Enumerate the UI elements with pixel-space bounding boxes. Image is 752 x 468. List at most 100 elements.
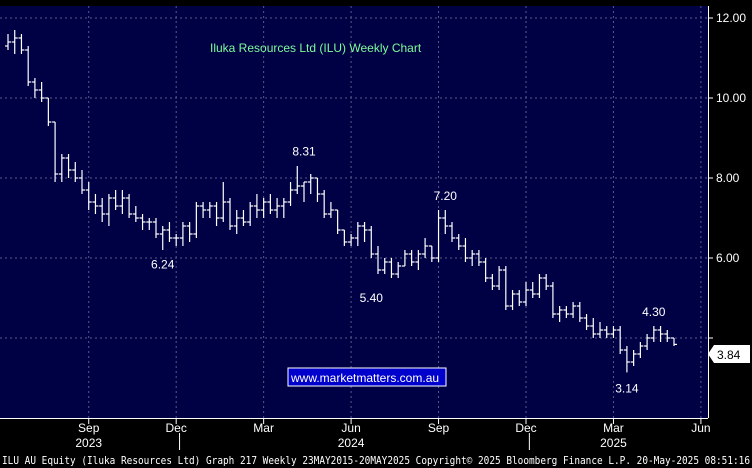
ohlc-bar [401,250,408,267]
x-tick-label: Dec [515,421,536,435]
last-value-label: 3.84 [717,348,741,362]
ohlc-bar [159,226,166,250]
ohlc-bar [253,194,260,218]
ohlc-bar [442,210,449,234]
x-tick-label: Mar [603,421,624,435]
ohlc-bar [31,78,38,98]
ohlc-bar [576,302,583,322]
ohlc-bar [415,250,422,270]
ohlc-bar [307,174,314,194]
ohlc-bar [475,250,482,266]
price-annotation: 5.40 [360,291,384,305]
ohlc-bar [563,306,570,318]
y-tick-label: 6.00 [716,251,740,265]
ohlc-bar [381,258,388,274]
ohlc-bar [173,234,180,246]
ohlc-bar [206,202,213,218]
y-tick-label: 8.00 [716,171,740,185]
ohlc-bar [200,202,207,218]
ohlc-bar [657,326,664,342]
ohlc-bar [509,290,516,310]
website-link[interactable]: www.marketmatters.com.au [290,371,439,385]
ohlc-bar [529,282,536,298]
ohlc-bar [38,82,45,102]
ohlc-bar [361,222,368,242]
y-tick-label: 10.00 [716,91,746,105]
ohlc-bar [287,182,294,206]
ohlc-bar [496,266,503,290]
ohlc-bar [543,274,550,290]
ohlc-bar [193,202,200,238]
ohlc-bar [523,282,529,306]
price-annotation: 4.30 [642,305,666,319]
y-tick-label: 12.00 [716,11,746,25]
year-label: 2024 [338,436,365,450]
website-box[interactable] [287,367,447,387]
ohlc-bar [502,266,509,310]
ohlc-bar [536,274,543,298]
ohlc-bar [99,198,106,222]
ohlc-bar [166,222,173,242]
x-tick-label: Dec [166,421,187,435]
ohlc-bar [186,222,193,242]
ohlc-bar [334,209,341,234]
ohlc-bar [92,194,99,214]
ohlc-bar [260,198,267,218]
ohlc-bar [422,238,429,258]
ohlc-bars [5,30,677,373]
plot-area [0,6,708,418]
ohlc-bar [65,154,72,178]
ohlc-bar [671,337,677,346]
ohlc-bar [469,250,476,266]
x-tick-label: Sep [428,421,450,435]
ohlc-bar [58,154,65,182]
x-tick-label: Mar [253,421,274,435]
annotations: 6.24 8.31 5.40 7.20 3.14 4.30 [151,145,666,396]
ohlc-bar [516,290,523,306]
price-annotation: 7.20 [434,189,458,203]
ohlc-bar [45,97,52,126]
footer-text: ILU AU Equity (Iluka Resources Ltd) Grap… [2,455,750,467]
ohlc-bar [637,342,644,358]
ohlc-bar [348,234,355,246]
ohlc-bar [132,206,139,222]
ohlc-bar [274,198,281,218]
year-label: 2023 [75,436,102,450]
ohlc-bar [428,245,435,262]
ohlc-bar [327,202,334,218]
ohlc-bar [179,222,186,246]
ohlc-bar [617,326,624,354]
ohlc-bar [227,198,233,230]
ohlc-bar [664,330,671,342]
ohlc-bar [79,170,85,194]
ohlc-bar [449,222,455,242]
ohlc-bar [5,34,11,50]
x-tick-label: Jun [341,421,360,435]
ohlc-bar [408,250,415,266]
ohlc-bar [280,198,287,218]
ohlc-bar [213,202,220,226]
ohlc-bar [105,194,112,226]
x-axis: Sep Dec Mar Jun Sep Dec Mar Jun 2023 2024 2025 [75,418,711,450]
ohlc-bar [220,182,227,222]
ohlc-bar [644,334,651,350]
x-tick-label: Jun [691,421,710,435]
ohlc-bar [11,30,18,54]
y-axis: 6.00 8.00 10.00 12.00 [708,11,746,339]
ohlc-bar [455,234,462,250]
ohlc-bar [623,346,630,373]
ohlc-bar [314,177,321,202]
ohlc-bar [119,190,126,214]
ohlc-bar [395,262,402,278]
ohlc-bar [18,34,25,54]
ohlc-bar [570,302,577,318]
ohlc-bar [233,210,240,234]
last-value-tag [708,345,750,363]
ohlc-bar [341,229,348,246]
ohlc-bar [240,210,247,226]
ohlc-bar [603,326,610,338]
ohlc-bar [321,190,328,218]
ohlc-bar [583,314,590,330]
price-annotation: 6.24 [151,257,175,271]
